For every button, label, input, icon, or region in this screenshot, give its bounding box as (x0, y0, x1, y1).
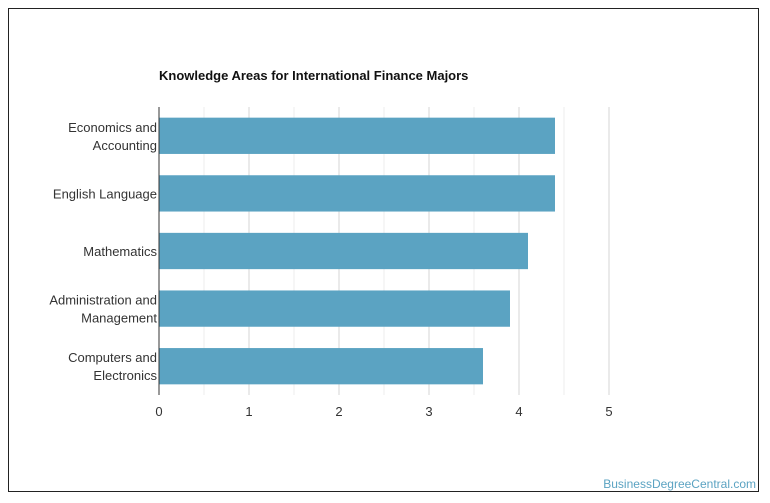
bar (159, 348, 483, 385)
category-labels: Economics and Accounting English Language M… (49, 120, 157, 383)
category-label: Economics and Accounting (68, 120, 157, 153)
category-label: Computers and Electronics (68, 350, 157, 383)
x-tick-label: 3 (425, 404, 432, 419)
category-label: English Language (53, 186, 157, 201)
x-tick-label: 5 (605, 404, 612, 419)
x-tick-label: 2 (335, 404, 342, 419)
source-watermark: BusinessDegreeCentral.com (603, 477, 756, 491)
chart-title: Knowledge Areas for International Financ… (159, 68, 468, 83)
x-tick-label: 0 (155, 404, 162, 419)
bar (159, 290, 510, 327)
grid-lines (203, 107, 610, 395)
bar (159, 175, 555, 212)
x-tick-label: 1 (245, 404, 252, 419)
x-tick-label: 4 (515, 404, 522, 419)
category-label: Administration and Management (49, 293, 157, 326)
bar (159, 232, 528, 270)
bars (159, 117, 555, 385)
category-label: Mathematics (83, 244, 157, 259)
bar (159, 117, 555, 154)
x-axis-ticks: 0 1 2 3 4 5 (155, 404, 612, 419)
